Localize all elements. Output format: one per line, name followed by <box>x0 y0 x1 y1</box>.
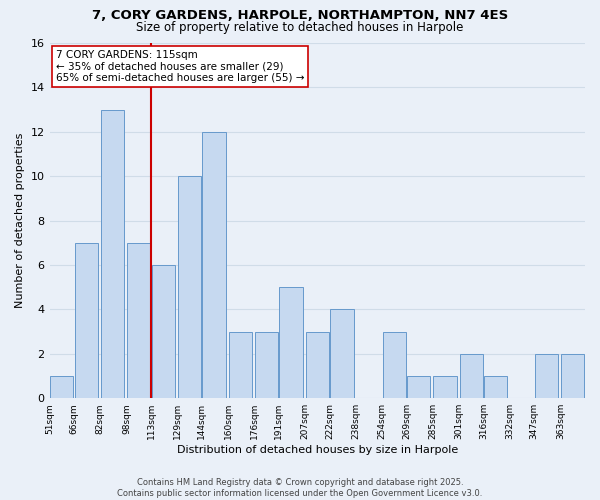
Bar <box>484 376 508 398</box>
Text: 7, CORY GARDENS, HARPOLE, NORTHAMPTON, NN7 4ES: 7, CORY GARDENS, HARPOLE, NORTHAMPTON, N… <box>92 9 508 22</box>
Bar <box>407 376 430 398</box>
Bar <box>280 287 303 398</box>
Bar <box>101 110 124 398</box>
Bar <box>383 332 406 398</box>
Text: 7 CORY GARDENS: 115sqm
← 35% of detached houses are smaller (29)
65% of semi-det: 7 CORY GARDENS: 115sqm ← 35% of detached… <box>56 50 305 83</box>
Bar <box>433 376 457 398</box>
Bar <box>50 376 73 398</box>
Bar <box>255 332 278 398</box>
Bar <box>535 354 558 398</box>
Bar <box>561 354 584 398</box>
Y-axis label: Number of detached properties: Number of detached properties <box>15 133 25 308</box>
Bar <box>229 332 252 398</box>
Bar <box>127 243 151 398</box>
Bar <box>178 176 201 398</box>
Bar <box>202 132 226 398</box>
X-axis label: Distribution of detached houses by size in Harpole: Distribution of detached houses by size … <box>176 445 458 455</box>
Text: Contains HM Land Registry data © Crown copyright and database right 2025.
Contai: Contains HM Land Registry data © Crown c… <box>118 478 482 498</box>
Bar <box>330 310 353 398</box>
Bar <box>460 354 483 398</box>
Bar <box>152 265 175 398</box>
Text: Size of property relative to detached houses in Harpole: Size of property relative to detached ho… <box>136 21 464 34</box>
Bar <box>75 243 98 398</box>
Bar <box>305 332 329 398</box>
